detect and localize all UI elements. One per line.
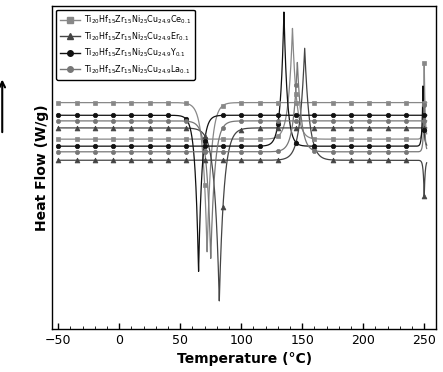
X-axis label: Temperature (°C): Temperature (°C) [177, 352, 312, 366]
Legend: Ti$_{20}$Hf$_{15}$Zr$_{15}$Ni$_{25}$Cu$_{24.9}$Ce$_{0.1}$, Ti$_{20}$Hf$_{15}$Zr$: Ti$_{20}$Hf$_{15}$Zr$_{15}$Ni$_{25}$Cu$_… [56, 10, 195, 80]
Y-axis label: Heat Flow (W/g): Heat Flow (W/g) [35, 104, 50, 231]
